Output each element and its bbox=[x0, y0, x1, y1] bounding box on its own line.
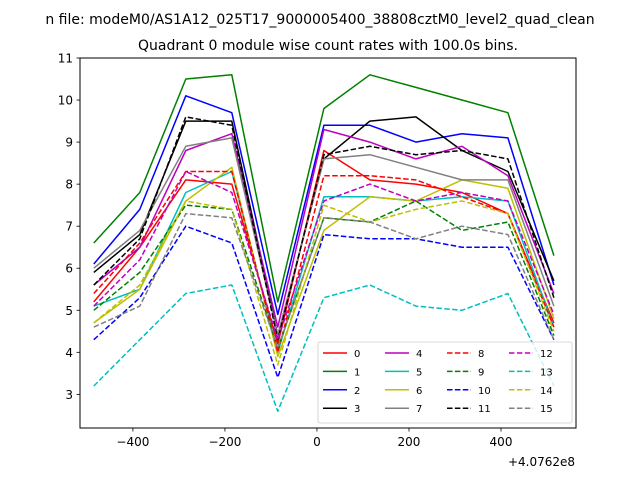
axes-frame bbox=[79, 57, 577, 429]
legend-label-3: 3 bbox=[354, 404, 360, 415]
series-line-4 bbox=[93, 128, 555, 328]
legend-label-11: 11 bbox=[478, 404, 491, 415]
y-tick-label: 5 bbox=[65, 304, 73, 318]
legend-label-12: 12 bbox=[540, 349, 553, 360]
series-line-5 bbox=[93, 170, 555, 354]
legend-label-9: 9 bbox=[478, 367, 484, 378]
legend-label-10: 10 bbox=[478, 386, 491, 397]
series-line-12 bbox=[93, 170, 555, 341]
series-line-14 bbox=[93, 200, 555, 366]
series-line-11 bbox=[93, 116, 555, 341]
x-tick-label: 0 bbox=[313, 435, 321, 449]
y-tick-label: 9 bbox=[65, 136, 73, 150]
y-tick-label: 8 bbox=[65, 178, 73, 192]
series-line-7 bbox=[93, 137, 555, 337]
legend-label-15: 15 bbox=[540, 404, 553, 415]
legend-label-5: 5 bbox=[416, 367, 422, 378]
series-line-10 bbox=[93, 225, 555, 379]
y-tick-label: 11 bbox=[58, 52, 73, 66]
legend-label-2: 2 bbox=[354, 386, 360, 397]
legend-label-7: 7 bbox=[416, 404, 422, 415]
x-axis: −400 −200 0 200 400 bbox=[116, 428, 512, 449]
y-axis: 3 4 5 6 7 8 9 10 11 bbox=[58, 52, 80, 402]
x-tick-label: −400 bbox=[116, 435, 149, 449]
y-tick-label: 7 bbox=[65, 220, 73, 234]
legend-label-4: 4 bbox=[416, 349, 422, 360]
y-tick-label: 6 bbox=[65, 262, 73, 276]
chart-title: Quadrant 0 module wise count rates with … bbox=[138, 38, 518, 54]
series-line-13 bbox=[93, 284, 555, 412]
legend-label-0: 0 bbox=[354, 349, 360, 360]
x-offset-label: +4.0762e8 bbox=[508, 455, 575, 469]
y-tick-label: 3 bbox=[65, 388, 73, 402]
series-line-1 bbox=[93, 74, 555, 303]
y-tick-label: 10 bbox=[58, 94, 73, 108]
plot-lines bbox=[93, 74, 555, 412]
figure-suptitle: n file: modeM0/AS1A12_025T17_9000005400_… bbox=[45, 12, 594, 28]
legend-label-14: 14 bbox=[540, 386, 553, 397]
x-tick-label: −200 bbox=[208, 435, 241, 449]
legend-label-1: 1 bbox=[354, 367, 360, 378]
y-tick-label: 4 bbox=[65, 346, 73, 360]
series-line-15 bbox=[93, 212, 555, 349]
legend-box bbox=[317, 341, 573, 424]
legend-label-6: 6 bbox=[416, 386, 422, 397]
legend-label-8: 8 bbox=[478, 349, 484, 360]
series-line-2 bbox=[93, 95, 555, 316]
x-tick-label: 400 bbox=[490, 435, 513, 449]
x-tick-label: 200 bbox=[398, 435, 421, 449]
legend-label-13: 13 bbox=[540, 367, 553, 378]
